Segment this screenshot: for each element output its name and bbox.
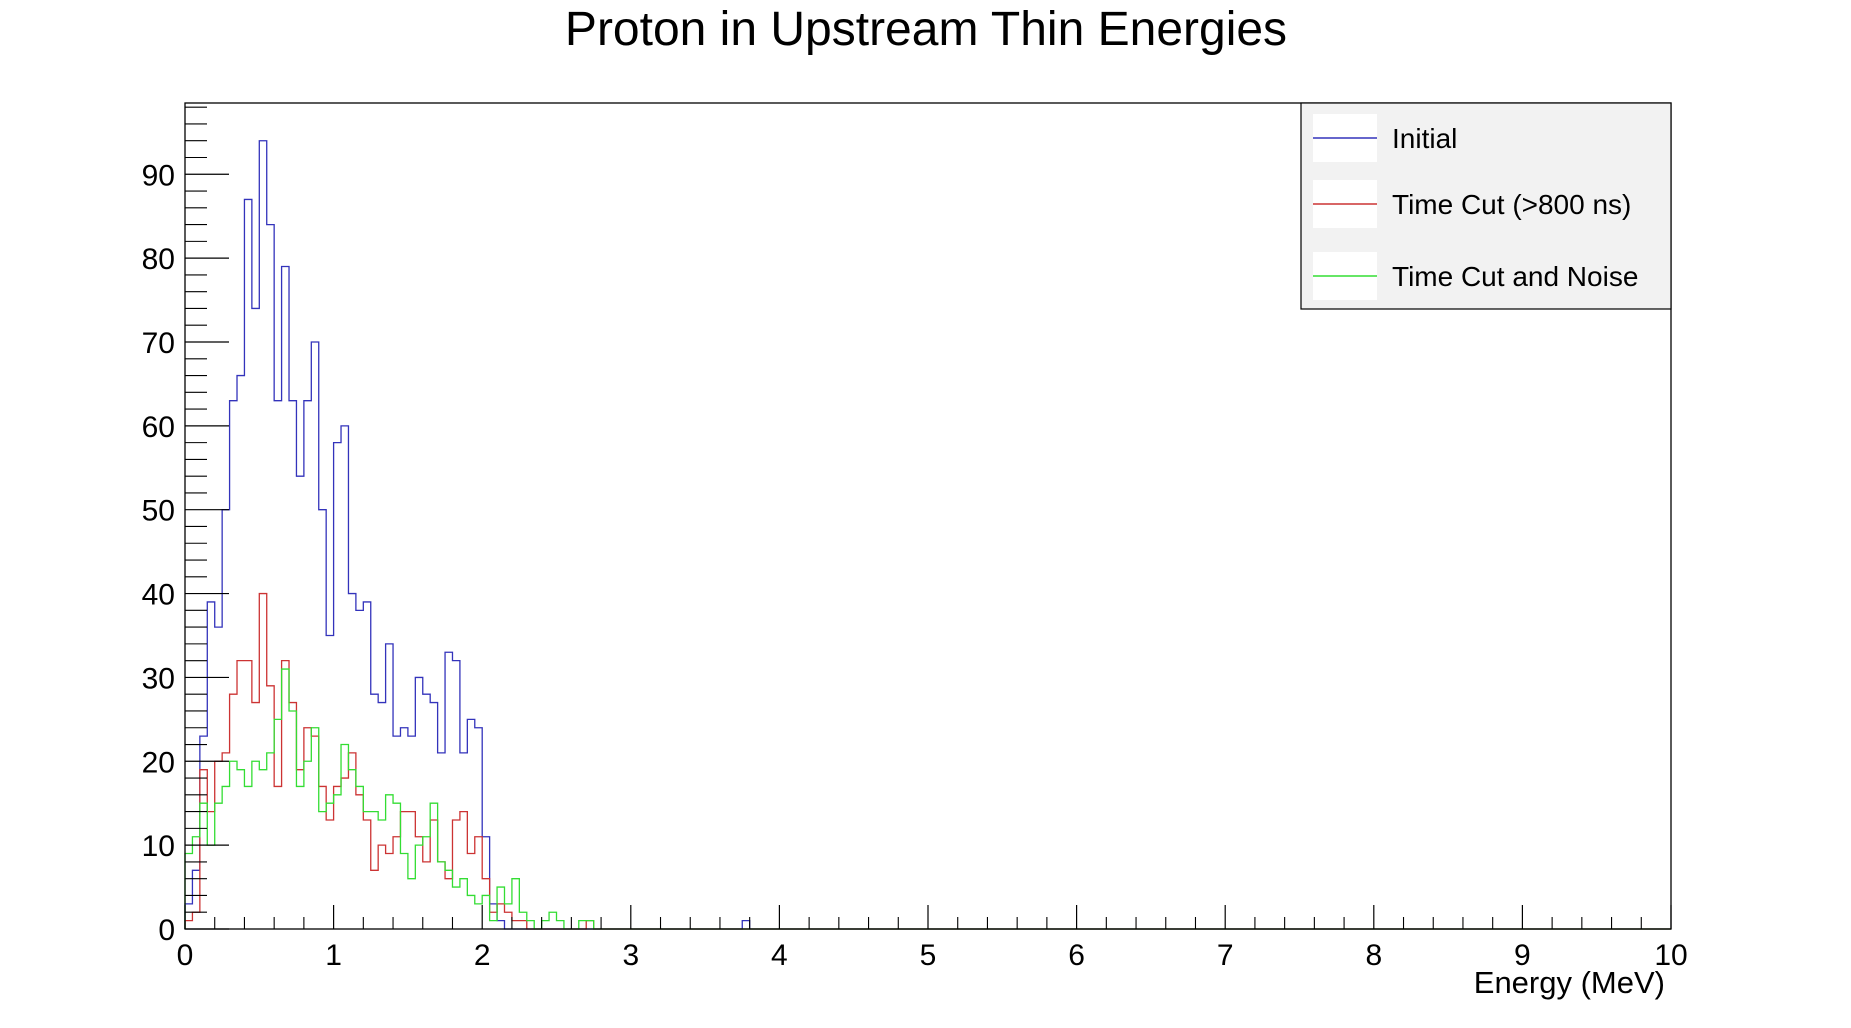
series-line-3 (184, 668, 1671, 930)
y-tick-label: 90 (142, 159, 175, 192)
chart-title: Proton in Upstream Thin Energies (565, 3, 1287, 56)
x-tick-label: 3 (622, 939, 639, 972)
axes-layer: 0 1 2 3 4 5 6 7 8 9 10 0 10 20 30 40 50 60 70 80 90 (142, 106, 1688, 972)
legend-label: Time Cut (>800 ns) (1392, 189, 1631, 220)
y-tick-label: 70 (142, 327, 175, 360)
x-tick-label: 5 (920, 939, 937, 972)
legend: Initial Time Cut (>800 ns) Time Cut and No… (1300, 102, 1672, 310)
x-tick-label: 8 (1365, 939, 1382, 972)
legend-label: Initial (1392, 123, 1457, 154)
legend-items: Initial Time Cut (>800 ns) Time Cut and No… (1313, 114, 1638, 300)
y-tick-label: 50 (142, 495, 175, 528)
y-tick-label: 0 (158, 914, 175, 947)
legend-label: Time Cut and Noise (1392, 261, 1638, 292)
y-tick-label: 10 (142, 830, 175, 863)
y-tick-label: 20 (142, 746, 175, 779)
series-line-2 (184, 592, 1671, 930)
x-axis-title: Energy (MeV) (1474, 965, 1665, 1000)
y-tick-label: 80 (142, 243, 175, 276)
x-tick-label: 0 (177, 939, 194, 972)
x-tick-label: 10 (1654, 939, 1687, 972)
x-tick-label: 6 (1068, 939, 1085, 972)
x-tick-label: 1 (325, 939, 342, 972)
x-tick-label: 7 (1217, 939, 1234, 972)
y-tick-label: 30 (142, 662, 175, 695)
y-tick-label: 40 (142, 579, 175, 612)
x-tick-label: 2 (474, 939, 491, 972)
y-tick-label: 60 (142, 411, 175, 444)
x-tick-label: 4 (771, 939, 788, 972)
x-tick-label: 9 (1514, 939, 1531, 972)
